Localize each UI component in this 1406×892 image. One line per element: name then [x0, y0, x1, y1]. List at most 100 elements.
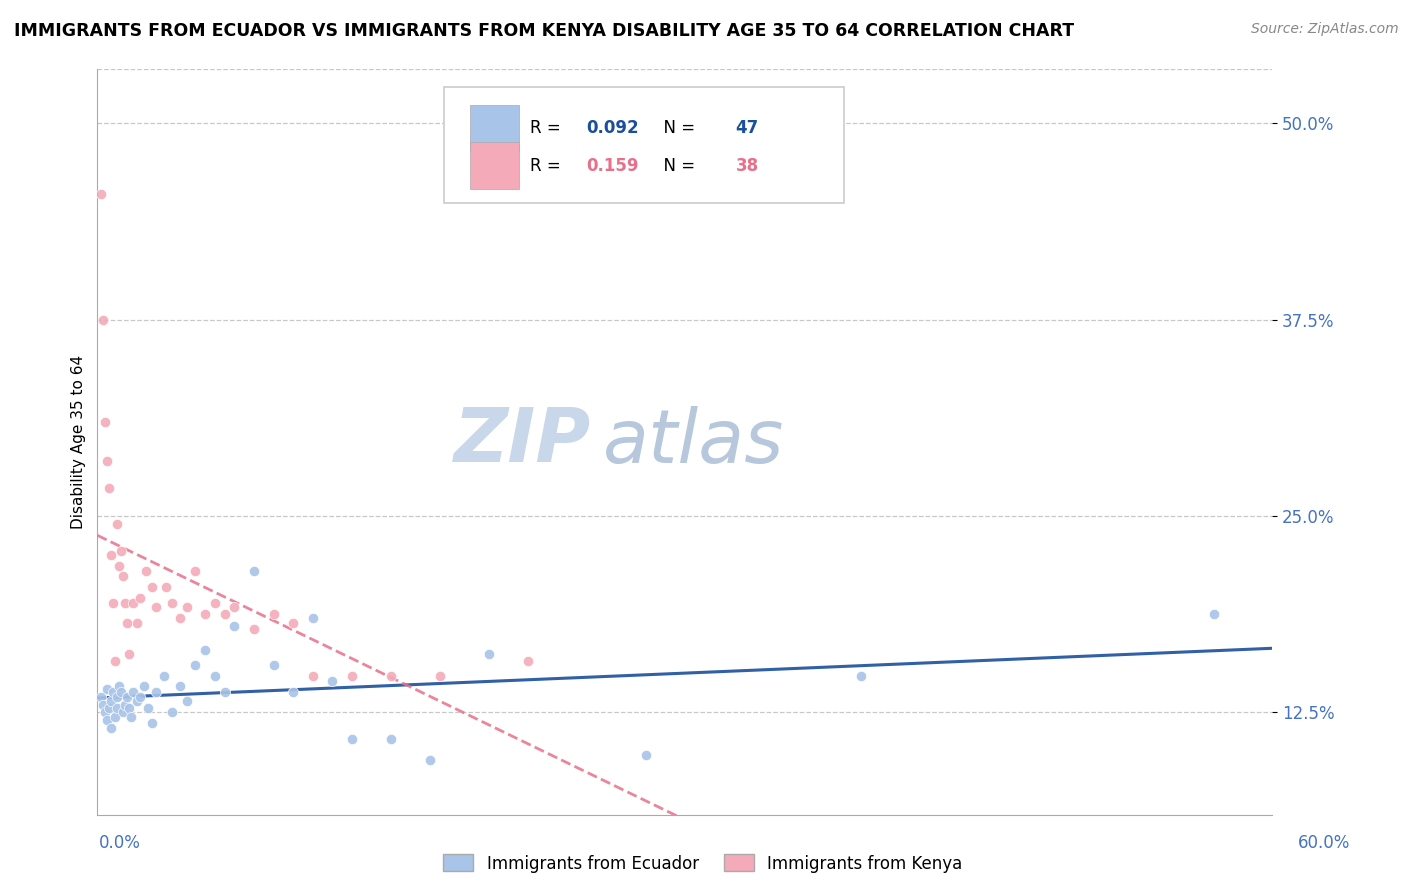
Point	[108, 679, 131, 693]
Point	[153, 669, 176, 683]
Point	[263, 658, 285, 673]
Point	[141, 716, 163, 731]
Text: N =: N =	[654, 120, 700, 137]
Point	[100, 694, 122, 708]
Y-axis label: Disability Age 35 to 64: Disability Age 35 to 64	[72, 354, 86, 529]
Point	[849, 669, 872, 683]
Point	[204, 669, 226, 683]
Point	[114, 595, 136, 609]
Point	[184, 658, 207, 673]
Legend: Immigrants from Ecuador, Immigrants from Kenya: Immigrants from Ecuador, Immigrants from…	[437, 847, 969, 880]
Point	[98, 481, 121, 495]
Point	[100, 549, 122, 563]
Point	[120, 710, 142, 724]
Text: 0.092: 0.092	[586, 120, 638, 137]
Text: N =: N =	[654, 156, 700, 175]
Point	[125, 615, 148, 630]
Point	[160, 706, 183, 720]
Point	[104, 654, 127, 668]
Point	[105, 690, 128, 704]
Point	[169, 611, 191, 625]
Point	[136, 700, 159, 714]
Text: 60.0%: 60.0%	[1298, 834, 1350, 852]
Point	[90, 690, 112, 704]
Point	[169, 679, 191, 693]
Point	[145, 685, 167, 699]
Point	[243, 564, 266, 578]
Text: IMMIGRANTS FROM ECUADOR VS IMMIGRANTS FROM KENYA DISABILITY AGE 35 TO 64 CORRELA: IMMIGRANTS FROM ECUADOR VS IMMIGRANTS FR…	[14, 22, 1074, 40]
Point	[115, 690, 138, 704]
Point	[224, 619, 246, 633]
Text: atlas: atlas	[603, 406, 785, 477]
Point	[110, 543, 132, 558]
Point	[105, 700, 128, 714]
Point	[108, 559, 131, 574]
Point	[134, 679, 156, 693]
Point	[96, 454, 118, 468]
Point	[283, 615, 305, 630]
Point	[301, 611, 323, 625]
Point	[1202, 607, 1225, 621]
Point	[176, 694, 198, 708]
Point	[301, 669, 323, 683]
Point	[214, 685, 236, 699]
Point	[321, 674, 343, 689]
Point	[263, 607, 285, 621]
Text: 0.159: 0.159	[586, 156, 638, 175]
Text: 47: 47	[735, 120, 759, 137]
Point	[96, 681, 118, 696]
Point	[141, 580, 163, 594]
Text: R =: R =	[530, 120, 565, 137]
Point	[184, 564, 207, 578]
Point	[429, 669, 451, 683]
Point	[135, 564, 157, 578]
Point	[115, 615, 138, 630]
Point	[94, 706, 117, 720]
Point	[101, 595, 124, 609]
Point	[104, 710, 127, 724]
Text: 38: 38	[735, 156, 758, 175]
Point	[100, 721, 122, 735]
Text: 0.0%: 0.0%	[98, 834, 141, 852]
Point	[121, 685, 143, 699]
Point	[129, 591, 152, 605]
Point	[340, 669, 363, 683]
Point	[94, 415, 117, 429]
Point	[517, 654, 540, 668]
Point	[634, 747, 657, 762]
FancyBboxPatch shape	[470, 105, 519, 152]
Point	[129, 690, 152, 704]
Point	[194, 607, 217, 621]
Point	[90, 187, 112, 202]
Text: R =: R =	[530, 156, 565, 175]
FancyBboxPatch shape	[444, 87, 844, 202]
Point	[125, 694, 148, 708]
Point	[155, 580, 177, 594]
Point	[243, 622, 266, 636]
Point	[194, 642, 217, 657]
Point	[419, 753, 441, 767]
Point	[380, 732, 402, 747]
Point	[111, 569, 134, 583]
Point	[478, 648, 501, 662]
Point	[98, 700, 121, 714]
Point	[105, 516, 128, 531]
Point	[340, 732, 363, 747]
Point	[145, 600, 167, 615]
Text: ZIP: ZIP	[454, 405, 591, 478]
Text: Source: ZipAtlas.com: Source: ZipAtlas.com	[1251, 22, 1399, 37]
Point	[176, 600, 198, 615]
Point	[214, 607, 236, 621]
Point	[160, 595, 183, 609]
Point	[224, 600, 246, 615]
Point	[110, 685, 132, 699]
Point	[101, 685, 124, 699]
Point	[91, 313, 114, 327]
Point	[118, 700, 141, 714]
Point	[380, 669, 402, 683]
Point	[121, 595, 143, 609]
Point	[204, 595, 226, 609]
Point	[111, 706, 134, 720]
Point	[91, 698, 114, 712]
FancyBboxPatch shape	[470, 143, 519, 188]
